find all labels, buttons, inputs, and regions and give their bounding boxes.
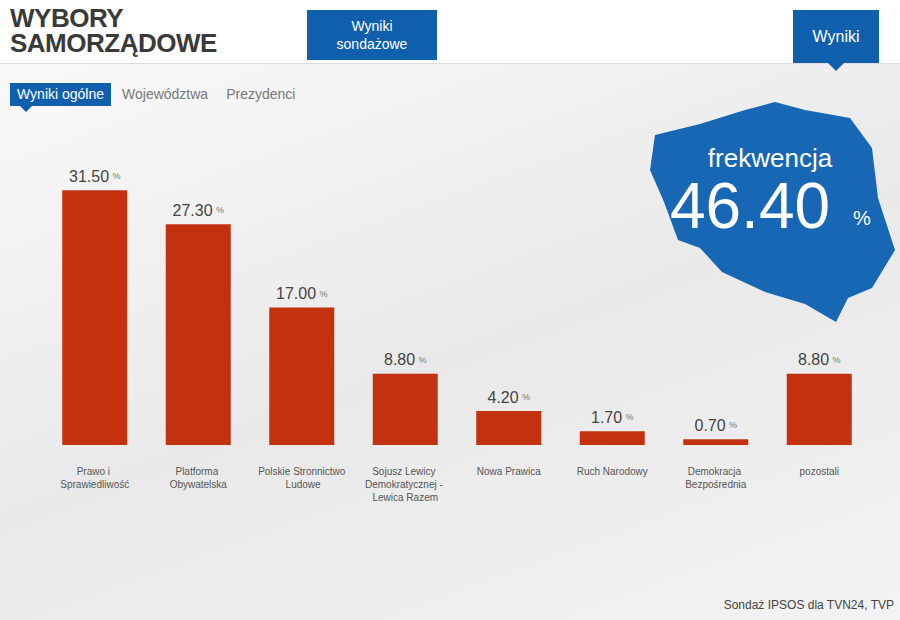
svg-text:pozostali: pozostali — [800, 466, 839, 477]
svg-text:%: % — [418, 355, 426, 365]
svg-text:%: % — [853, 207, 871, 229]
svg-text:frekwencja: frekwencja — [708, 143, 833, 173]
svg-text:%: % — [522, 392, 530, 402]
svg-text:%: % — [112, 171, 120, 181]
svg-text:27.30: 27.30 — [173, 202, 213, 219]
svg-text:%: % — [216, 205, 224, 215]
svg-text:Sojusz Lewicy: Sojusz Lewicy — [372, 466, 438, 477]
svg-text:46.40: 46.40 — [670, 170, 830, 242]
svg-text:Demokratycznej -: Demokratycznej - — [365, 479, 446, 490]
svg-text:8.80: 8.80 — [384, 351, 415, 368]
svg-text:31.50: 31.50 — [69, 168, 109, 185]
html-text:Wyniki ogólne: Wyniki ogólne — [17, 86, 104, 102]
svg-text:%: % — [729, 420, 737, 430]
svg-text:0.70: 0.70 — [695, 417, 726, 434]
html-text:Wyniki: Wyniki — [812, 27, 860, 45]
svg-text:Obywatelska: Obywatelska — [170, 479, 228, 490]
svg-text:Prawo i: Prawo i — [77, 466, 113, 477]
html-text:Prezydenci: Prezydenci — [226, 86, 296, 102]
svg-text:4.20: 4.20 — [488, 389, 519, 406]
svg-text:Bezpośrednia: Bezpośrednia — [685, 479, 747, 490]
svg-text:Lewica Razem: Lewica Razem — [372, 492, 438, 503]
svg-text:Sprawiedliwość: Sprawiedliwość — [60, 479, 129, 490]
svg-text:8.80: 8.80 — [798, 351, 829, 368]
html-text:Sondaż IPSOS dla TVN24, TVP: Sondaż IPSOS dla TVN24, TVP — [723, 598, 894, 612]
svg-text:%: % — [625, 412, 633, 422]
svg-text:Ruch Narodowy: Ruch Narodowy — [577, 466, 648, 477]
svg-text:Nowa Prawica: Nowa Prawica — [477, 466, 541, 477]
svg-text:Polskie Stronnictwo: Polskie Stronnictwo — [258, 466, 346, 477]
html-text:Województwa: Województwa — [122, 86, 209, 102]
svg-text:1.70: 1.70 — [591, 409, 622, 426]
svg-text:Ludowe: Ludowe — [283, 479, 321, 490]
svg-text:%: % — [319, 289, 327, 299]
svg-text:Platforma: Platforma — [175, 466, 221, 477]
html-text:Wyniki sondażowe: Wyniki sondażowe — [336, 18, 408, 52]
svg-text:%: % — [832, 355, 840, 365]
html-text:SAMORZĄDOWE: SAMORZĄDOWE — [10, 28, 217, 58]
html-text:WYBORY: WYBORY — [10, 3, 123, 33]
svg-text:Demokracja: Demokracja — [688, 466, 744, 477]
svg-text:17.00: 17.00 — [276, 285, 316, 302]
